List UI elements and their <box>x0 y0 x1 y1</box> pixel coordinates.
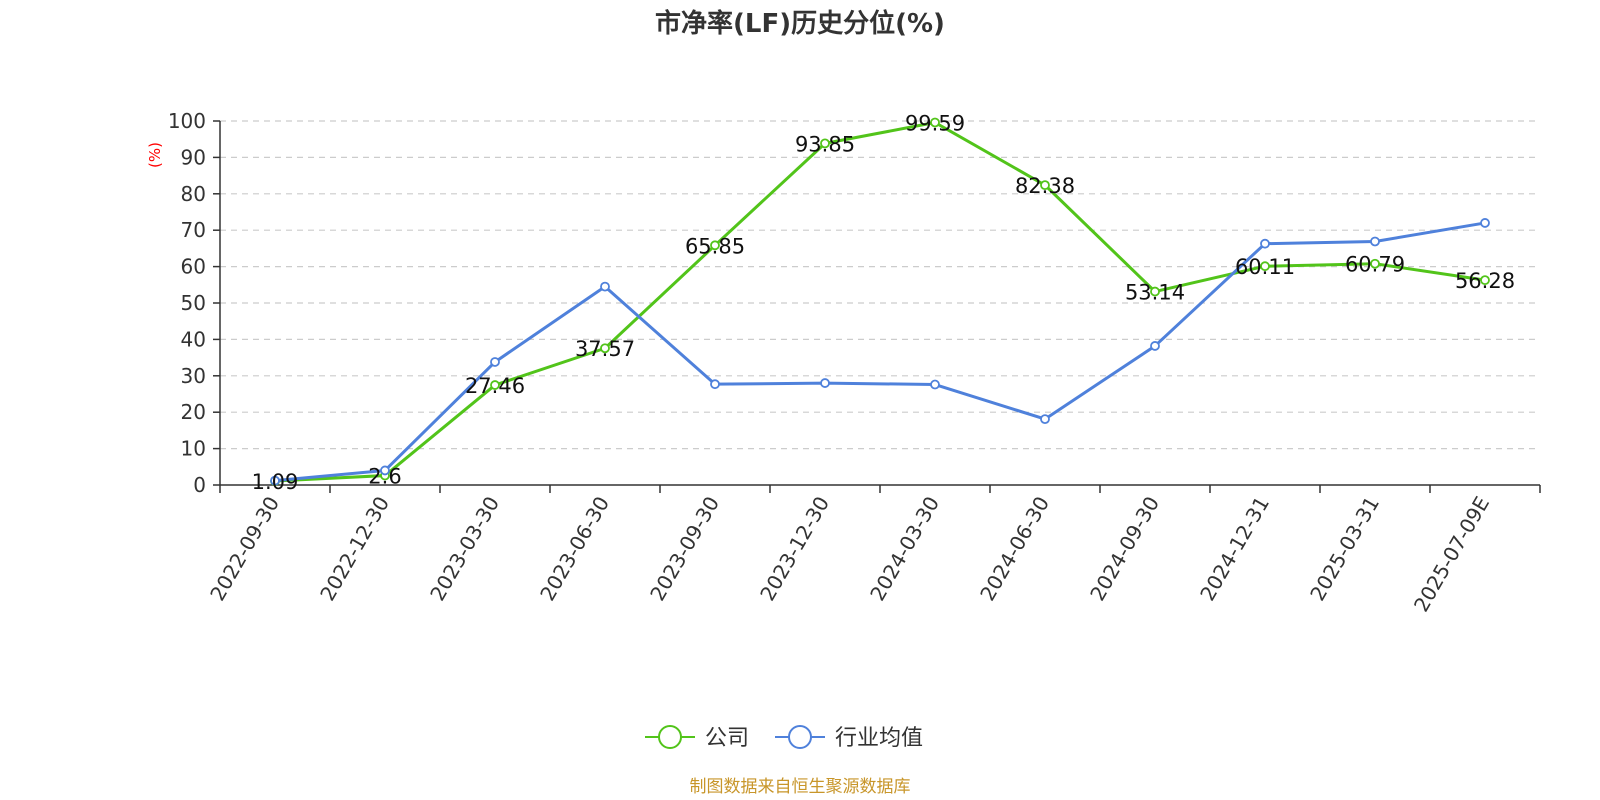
data-labels: 1.09 2.6 27.46 37.57 65.85 93.85 99.59 82.38 53.… <box>252 111 1515 494</box>
series-0-point <box>1370 258 1380 269</box>
series-0-point <box>930 117 940 128</box>
data-label: 82.38 <box>1015 174 1075 198</box>
y-axis-ticks: 0 10 20 30 40 50 60 70 80 90 100 <box>168 109 220 497</box>
y-tick-label: 40 <box>181 327 206 351</box>
series-0-point <box>490 380 500 390</box>
series-1-point <box>380 465 390 476</box>
grid <box>220 120 1540 450</box>
x-tick-label: 2025-07-09E <box>1409 492 1494 616</box>
legend-marker <box>788 725 812 749</box>
x-tick-label: 2024-03-30 <box>865 492 944 605</box>
x-tick-label: 2022-12-30 <box>315 492 394 605</box>
series-0-point <box>1260 261 1270 272</box>
x-tick-label: 2024-12-31 <box>1195 492 1274 605</box>
legend[interactable]: 公司 行业均值 <box>645 725 923 751</box>
series-1-point <box>270 475 280 486</box>
y-tick-label: 60 <box>181 255 206 279</box>
data-label: 93.85 <box>795 132 855 156</box>
y-tick-label: 30 <box>181 364 206 388</box>
data-label: 1.09 <box>252 470 299 494</box>
y-tick-label: 80 <box>181 182 206 206</box>
legend-item-0[interactable]: 公司 <box>645 725 749 751</box>
series-0-point <box>1040 180 1050 191</box>
y-tick-label: 70 <box>181 218 206 242</box>
data-label: 56.28 <box>1455 269 1515 293</box>
y-tick-label: 90 <box>181 145 206 169</box>
data-label: 27.46 <box>465 374 525 398</box>
series-0-point <box>820 138 830 149</box>
y-tick-label: 10 <box>181 437 206 461</box>
legend-label: 行业均值 <box>835 726 923 751</box>
series-1-point <box>1260 238 1270 249</box>
data-label: 60.79 <box>1345 253 1405 277</box>
x-tick-label: 2025-03-31 <box>1305 492 1384 605</box>
y-tick-label: 100 <box>168 109 206 133</box>
series-1-point <box>930 379 940 390</box>
series-1-point <box>1480 218 1490 228</box>
legend-item-1[interactable]: 行业均值 <box>775 725 923 751</box>
series-1-point <box>1150 341 1160 351</box>
series-0-point <box>1150 286 1160 297</box>
x-tick-label: 2024-09-30 <box>1085 492 1164 605</box>
data-label: 37.57 <box>575 337 635 361</box>
series-1-point <box>1040 414 1050 425</box>
series-0-point <box>1480 275 1490 286</box>
data-label: 53.14 <box>1125 281 1185 305</box>
data-label: 99.59 <box>905 111 965 135</box>
legend-label: 公司 <box>705 726 749 751</box>
series-0-point <box>710 240 720 251</box>
x-tick-label: 2023-12-30 <box>755 492 834 605</box>
data-label: 2.6 <box>368 465 401 489</box>
series-1-point <box>1370 236 1380 247</box>
x-tick-label: 2023-06-30 <box>535 492 614 605</box>
x-tick-label: 2023-03-30 <box>425 492 504 605</box>
series-1-point <box>820 378 830 388</box>
x-tick-label: 2022-09-30 <box>205 492 284 605</box>
y-tick-label: 0 <box>193 473 206 497</box>
series-1-point <box>710 379 720 390</box>
x-tick-label: 2024-06-30 <box>975 492 1054 605</box>
series-0-point <box>600 343 610 354</box>
series-line-1 <box>274 221 1486 483</box>
y-tick-label: 20 <box>181 400 206 424</box>
series-1-point <box>600 281 610 292</box>
data-label: 60.11 <box>1235 255 1295 279</box>
y-axis-unit-label: (%) <box>146 142 164 168</box>
series-line-0 <box>274 120 1486 483</box>
x-tick-label: 2023-09-30 <box>645 492 724 605</box>
series-group <box>270 117 1490 486</box>
x-axis-ticks: 2022-09-30 2022-12-30 2023-03-30 2023-06-30… <box>205 485 1541 616</box>
y-tick-label: 50 <box>181 291 206 315</box>
series-1-point <box>490 357 500 367</box>
legend-marker <box>658 725 682 749</box>
source-note: 制图数据来自恒生聚源数据库 <box>690 777 911 797</box>
chart-title: 市净率(LF)历史分位(%) <box>655 8 945 39</box>
data-label: 65.85 <box>685 234 745 258</box>
